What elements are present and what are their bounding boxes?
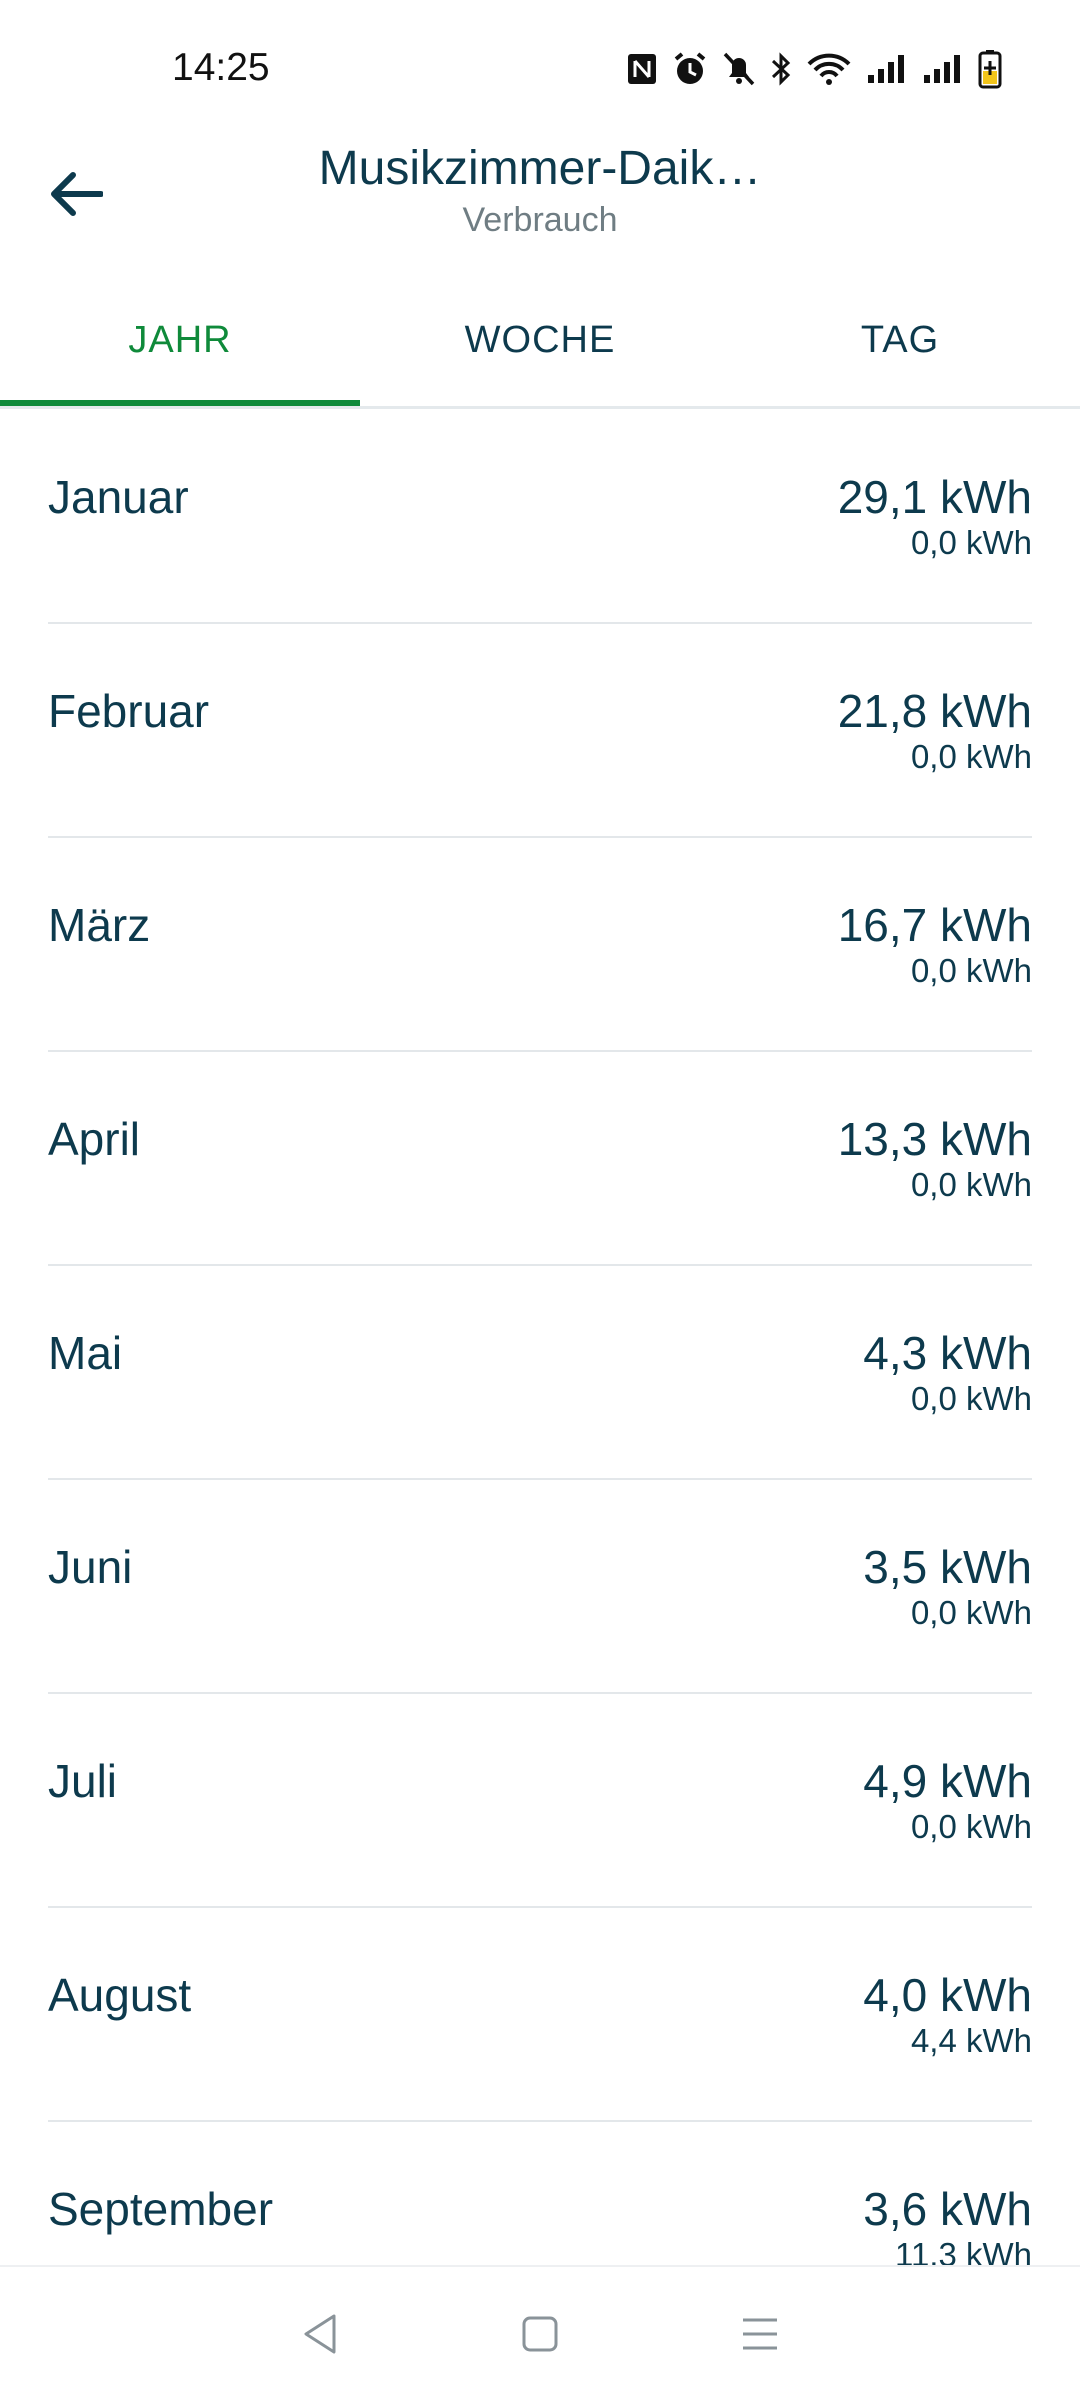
list-item[interactable]: Juli 4,9 kWh 0,0 kWh [48,1694,1032,1908]
back-button[interactable] [36,154,116,234]
wifi-icon [807,53,851,85]
month-label: August [48,1969,192,2021]
secondary-value: 0,0 kWh [910,952,1032,989]
app-bar: Musikzimmer-Daik… Verbrauch [0,120,1080,260]
status-icons [626,48,1002,90]
secondary-value: 11,3 kWh [895,2236,1032,2265]
secondary-value: 0,0 kWh [910,738,1032,775]
month-label: März [48,899,151,951]
month-label: Juli [48,1755,118,1807]
list-item[interactable]: September 3,6 kWh 11,3 kWh [48,2122,1032,2265]
month-label: Februar [48,685,210,737]
secondary-value: 0,0 kWh [910,1594,1032,1631]
consumption-value: 29,1 kWh [837,471,1032,523]
list-item[interactable]: Januar 29,1 kWh 0,0 kWh [48,410,1032,624]
list-item[interactable]: März 16,7 kWh 0,0 kWh [48,838,1032,1052]
secondary-value: 4,4 kWh [910,2022,1032,2059]
secondary-value: 0,0 kWh [910,1380,1032,1417]
secondary-value: 0,0 kWh [910,1808,1032,1845]
consumption-value: 4,3 kWh [863,1327,1032,1379]
title-block: Musikzimmer-Daik… Verbrauch [180,140,900,242]
mute-icon [723,52,755,86]
page-subtitle: Verbrauch [462,201,618,239]
menu-lines-icon[interactable] [740,2314,780,2354]
tab-woche[interactable]: WOCHE [464,318,616,361]
consumption-value: 16,7 kWh [837,899,1032,951]
battery-charging-icon [978,50,1002,89]
list-item[interactable]: April 13,3 kWh 0,0 kWh [48,1052,1032,1266]
list-item[interactable]: August 4,0 kWh 4,4 kWh [48,1908,1032,2122]
consumption-value: 4,0 kWh [863,1969,1032,2021]
page-title: Musikzimmer-Daik… [318,142,762,195]
tab-tag[interactable]: TAG [860,318,940,361]
arrow-left-icon [51,172,103,216]
consumption-value: 3,5 kWh [863,1541,1032,1593]
tab-bar: JAHR WOCHE TAG [0,270,1080,410]
nfc-icon [628,54,656,84]
secondary-value: 0,0 kWh [910,1166,1032,1203]
month-label: September [48,2183,274,2235]
consumption-value: 4,9 kWh [863,1755,1032,1807]
list-item[interactable]: Mai 4,3 kWh 0,0 kWh [48,1266,1032,1480]
back-triangle-icon[interactable] [300,2312,340,2356]
bluetooth-icon [771,52,791,86]
status-time: 14:25 [172,46,270,89]
month-label: April [48,1113,141,1165]
list-item[interactable]: Februar 21,8 kWh 0,0 kWh [48,624,1032,838]
tabs-divider [0,406,1080,409]
consumption-value: 3,6 kWh [863,2183,1032,2235]
consumption-value: 21,8 kWh [837,685,1032,737]
secondary-value: 0,0 kWh [910,524,1032,561]
tab-jahr[interactable]: JAHR [0,270,360,410]
status-bar: 14:25 [0,0,1080,140]
signal-icon [924,55,960,83]
month-label: Januar [48,471,189,523]
system-nav-bar [0,2265,1080,2400]
month-label: Juni [48,1541,133,1593]
month-label: Mai [48,1327,123,1379]
alarm-icon [674,52,706,84]
consumption-list[interactable]: Januar 29,1 kWh 0,0 kWh Februar 21,8 kWh… [0,410,1080,2265]
home-square-icon[interactable] [520,2314,560,2354]
list-item[interactable]: Juni 3,5 kWh 0,0 kWh [48,1480,1032,1694]
consumption-value: 13,3 kWh [837,1113,1032,1165]
signal-icon [868,55,904,83]
